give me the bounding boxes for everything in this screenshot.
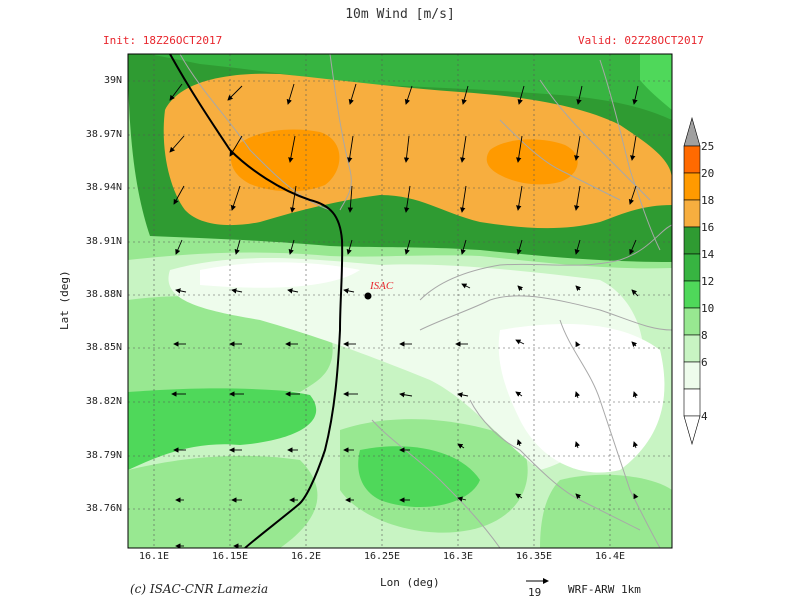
- init-time-label: Init: 18Z26OCT2017: [103, 34, 223, 47]
- colorbar-label: 20: [701, 167, 715, 180]
- model-label: WRF-ARW 1km: [568, 583, 641, 596]
- coastline: [169, 54, 344, 548]
- reference-vector-value: 19: [528, 586, 542, 599]
- y-tick: 38.79N: [85, 450, 122, 461]
- colorbar-label: 18: [701, 194, 715, 207]
- plot-frame: [127, 53, 673, 549]
- x-axis-label: Lon (deg): [380, 576, 440, 589]
- colorbar-label: 25: [701, 140, 715, 153]
- x-tick: 16.4E: [594, 551, 626, 562]
- colorbar: [683, 116, 701, 446]
- map-title: 10m Wind [m/s]: [345, 7, 455, 22]
- x-tick: 16.2E: [290, 551, 322, 562]
- y-tick: 38.76N: [85, 503, 122, 514]
- colorbar-label: 14: [701, 248, 715, 261]
- valid-time-label: Valid: 02Z28OCT2017: [578, 34, 704, 47]
- y-tick: 38.88N: [85, 289, 122, 300]
- colorbar-label: 16: [701, 221, 715, 234]
- wind-vectors: [169, 83, 639, 548]
- colorbar-label: 8: [701, 329, 708, 342]
- wind-speed-field: ISAC: [128, 54, 672, 548]
- y-tick: 38.91N: [85, 236, 122, 247]
- station-marker: [364, 292, 372, 300]
- x-tick: 16.25E: [363, 551, 401, 562]
- x-tick: 16.35E: [515, 551, 553, 562]
- y-tick: 38.97N: [85, 129, 122, 140]
- boundary-lines: [179, 54, 672, 548]
- colorbar-label: 4: [701, 410, 708, 423]
- colorbar-label: 10: [701, 302, 715, 315]
- station-label: ISAC: [369, 280, 394, 292]
- y-tick: 38.82N: [85, 396, 122, 407]
- y-tick: 38.94N: [85, 182, 122, 193]
- y-tick: 38.85N: [85, 342, 122, 353]
- colorbar-label: 12: [701, 275, 715, 288]
- grid-lines: [128, 54, 672, 548]
- x-tick: 16.3E: [442, 551, 474, 562]
- x-tick: 16.15E: [211, 551, 249, 562]
- y-axis-label: Lat (deg): [58, 270, 71, 330]
- x-tick: 16.1E: [138, 551, 170, 562]
- y-tick: 39N: [103, 75, 122, 86]
- copyright-label: (c) ISAC-CNR Lamezia: [130, 582, 269, 596]
- colorbar-label: 6: [701, 356, 708, 369]
